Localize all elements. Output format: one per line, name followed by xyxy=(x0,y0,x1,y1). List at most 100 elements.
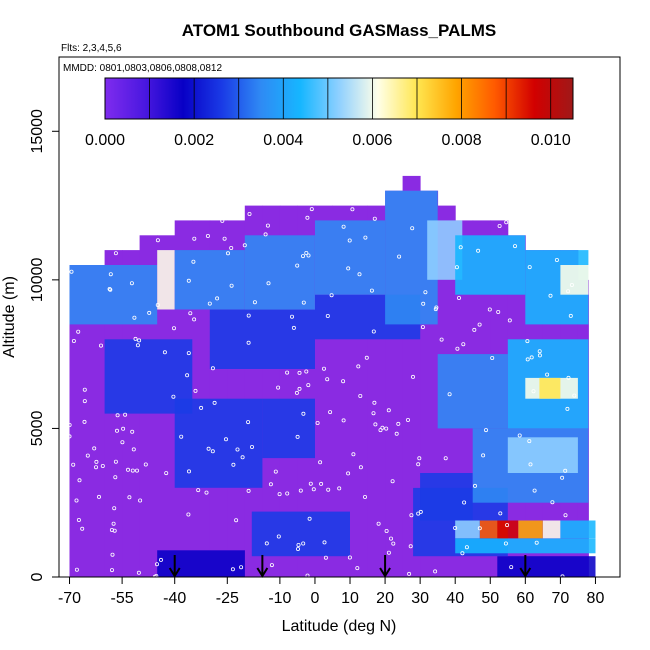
track-marker xyxy=(513,244,518,249)
track-marker xyxy=(285,491,290,496)
track-marker xyxy=(355,566,360,571)
track-marker xyxy=(421,301,426,306)
track-marker xyxy=(497,223,502,228)
track-marker xyxy=(529,355,534,360)
colorbar-tick-label: 0.008 xyxy=(442,132,482,149)
track-marker xyxy=(325,313,330,318)
track-marker xyxy=(295,263,300,268)
track-marker xyxy=(297,386,302,391)
track-marker xyxy=(126,467,131,472)
track-marker xyxy=(295,434,300,439)
track-marker xyxy=(346,471,351,476)
track-marker xyxy=(371,329,376,334)
track-marker xyxy=(246,313,251,318)
track-marker xyxy=(568,313,573,318)
track-marker xyxy=(563,468,568,473)
track-marker xyxy=(67,422,72,427)
track-marker xyxy=(289,314,294,319)
track-marker xyxy=(298,488,303,493)
track-marker xyxy=(301,300,306,305)
x-tick-label: -55 xyxy=(111,590,134,607)
heatmap-cell xyxy=(455,520,480,539)
track-marker xyxy=(507,318,512,323)
track-marker xyxy=(560,574,565,579)
heatmap-cell xyxy=(542,520,561,539)
track-marker xyxy=(417,456,422,461)
track-marker xyxy=(350,207,355,212)
track-marker xyxy=(369,288,374,293)
track-marker xyxy=(390,479,395,484)
track-marker xyxy=(132,315,137,320)
track-marker xyxy=(235,447,240,452)
track-marker xyxy=(458,245,463,250)
track-marker xyxy=(566,375,571,380)
track-marker xyxy=(171,326,176,331)
profile-column xyxy=(69,265,88,577)
track-marker xyxy=(307,516,312,521)
track-marker xyxy=(246,488,251,493)
track-marker xyxy=(315,420,320,425)
track-marker xyxy=(263,232,268,237)
track-marker xyxy=(130,468,135,473)
track-marker xyxy=(273,469,278,474)
track-marker xyxy=(252,300,257,305)
track-marker xyxy=(133,336,138,341)
track-marker xyxy=(164,471,169,476)
track-marker xyxy=(109,528,114,533)
track-marker xyxy=(388,536,393,541)
track-marker xyxy=(82,399,87,404)
track-marker xyxy=(215,296,220,301)
x-axis: -70 -55 -40 -25 -10 0 10 20 30 40 50 60 70 80 xyxy=(58,577,604,607)
track-marker xyxy=(405,417,410,422)
track-marker xyxy=(188,311,193,316)
track-marker xyxy=(386,550,391,555)
flights-subtitle: Flts: 2,3,4,5,6 xyxy=(61,43,122,54)
track-marker xyxy=(304,250,309,255)
heatmap-cell xyxy=(539,377,561,399)
heatmap-cell xyxy=(315,220,386,295)
heatmap-cell xyxy=(244,235,315,310)
track-marker xyxy=(498,511,503,516)
track-marker xyxy=(223,437,228,442)
track-marker xyxy=(409,513,414,518)
x-tick-label: 70 xyxy=(551,590,569,607)
track-marker xyxy=(572,393,577,398)
track-marker xyxy=(410,374,415,379)
track-marker xyxy=(74,567,79,572)
track-marker xyxy=(548,293,553,298)
track-marker xyxy=(246,340,251,345)
track-marker xyxy=(371,411,376,416)
colorbar-tick-label: 0.002 xyxy=(174,132,214,149)
track-marker xyxy=(80,526,85,531)
track-marker xyxy=(373,422,378,427)
track-marker xyxy=(137,338,142,343)
track-marker xyxy=(207,301,212,306)
heatmap-cell xyxy=(497,556,596,577)
track-marker xyxy=(328,410,333,415)
track-marker xyxy=(76,329,81,334)
track-marker xyxy=(220,218,225,223)
heatmap-cell xyxy=(560,265,589,295)
track-marker xyxy=(329,293,334,298)
heatmap-cell xyxy=(262,398,315,459)
track-marker xyxy=(171,394,176,399)
track-marker xyxy=(477,322,482,327)
track-marker xyxy=(490,355,495,360)
track-marker xyxy=(225,251,230,256)
latitude-arrows xyxy=(168,555,532,578)
track-marker xyxy=(527,439,532,444)
track-marker xyxy=(192,317,197,322)
track-marker xyxy=(347,555,352,560)
y-axis-label: Altitude (m) xyxy=(1,276,18,358)
track-marker xyxy=(249,444,254,449)
track-marker xyxy=(108,287,113,292)
track-marker xyxy=(325,377,330,382)
track-marker xyxy=(532,488,537,493)
track-marker xyxy=(337,486,342,491)
track-marker xyxy=(394,431,399,436)
track-marker xyxy=(154,562,159,567)
track-marker xyxy=(418,509,423,514)
heatmap-cell xyxy=(507,437,578,473)
track-marker xyxy=(229,245,234,250)
track-marker xyxy=(110,552,115,557)
